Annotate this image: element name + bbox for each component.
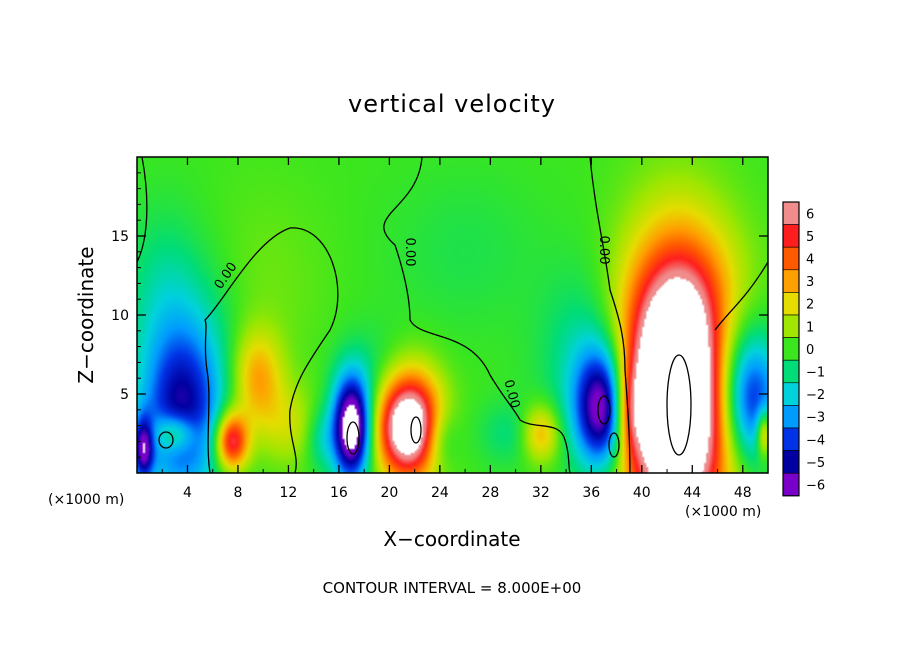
contour-trough-d [158, 431, 174, 449]
colorbar-swatch [782, 269, 800, 293]
colorbar-frame [782, 201, 800, 497]
y-axis: 5 10 15 [111, 172, 768, 458]
contour-label-2: 0.00 [402, 238, 417, 267]
contour-interval-note: CONTOUR INTERVAL = 8.000E+00 [323, 579, 582, 597]
colorbar-label: 0 [806, 343, 814, 358]
x-tick-label: 28 [481, 485, 499, 501]
colorbar-swatch [782, 224, 800, 248]
contour-line-mid [383, 157, 571, 473]
x-tick-label: 48 [734, 485, 752, 501]
contour-line-edge [714, 261, 768, 331]
colorbar-swatch [782, 246, 800, 271]
colorbar-label: −1 [806, 366, 825, 381]
x-tick-label: 4 [183, 485, 192, 501]
colorbar-label: 3 [806, 275, 814, 290]
y-tick-label: 5 [120, 387, 129, 403]
colorbar-label: −4 [806, 433, 825, 448]
colorbar-swatch [782, 405, 800, 429]
x-tick-label: 20 [380, 485, 398, 501]
colorbar: 6 5 4 3 2 1 0 −1 −2 −3 −4 −5 −6 [782, 201, 825, 497]
contour-line-right [589, 157, 631, 473]
colorbar-swatch [782, 427, 800, 451]
colorbar-label: 1 [806, 320, 814, 335]
chart-title: vertical velocity [348, 90, 556, 118]
contour-line-loop [204, 227, 339, 473]
contour-trough-c [608, 432, 620, 458]
colorbar-swatch [782, 359, 800, 384]
contour-trough-b [597, 395, 611, 425]
x-tick-label: 24 [431, 485, 449, 501]
colorbar-label: −2 [806, 388, 825, 403]
colorbar-swatch [782, 337, 800, 361]
colorbar-swatch [782, 450, 800, 474]
x-unit-label-right: (×1000 m) [685, 504, 761, 520]
colorbar-label: −3 [806, 411, 825, 426]
x-tick-label: 36 [582, 485, 600, 501]
x-unit-label-left: (×1000 m) [48, 492, 124, 508]
x-tick-label: 16 [330, 485, 348, 501]
contour-label-3: 0.00 [500, 378, 522, 410]
velocity-field [137, 157, 768, 473]
contour-peak-b [410, 416, 422, 444]
contour-line-left [137, 157, 148, 263]
x-tick-label: 32 [532, 485, 550, 501]
y-tick-label: 10 [111, 308, 129, 324]
colorbar-label: 5 [806, 230, 814, 245]
colorbar-label: 6 [806, 207, 814, 222]
colorbar-label: 4 [806, 253, 814, 268]
contour-trough-a [346, 421, 360, 455]
y-tick-label: 15 [111, 229, 129, 245]
x-axis: 4 8 12 16 20 24 28 32 36 40 44 48 [161, 157, 752, 501]
colorbar-swatch [782, 472, 800, 497]
colorbar-swatch [782, 314, 800, 338]
contour-label-4: 0.00 [596, 236, 611, 265]
colorbar-label: −5 [806, 456, 825, 471]
contour-peak [666, 354, 692, 456]
colorbar-swatch [782, 382, 800, 406]
x-tick-label: 12 [280, 485, 298, 501]
colorbar-swatch [782, 292, 800, 316]
zero-contours [137, 157, 768, 473]
x-tick-label: 40 [633, 485, 651, 501]
colorbar-label: −6 [806, 479, 825, 494]
x-tick-label: 44 [683, 485, 701, 501]
x-axis-label: X−coordinate [383, 527, 520, 551]
x-tick-label: 8 [233, 485, 242, 501]
y-axis-label: Z−coordinate [74, 246, 98, 383]
colorbar-label: 2 [806, 298, 814, 313]
colorbar-swatch [782, 201, 800, 225]
